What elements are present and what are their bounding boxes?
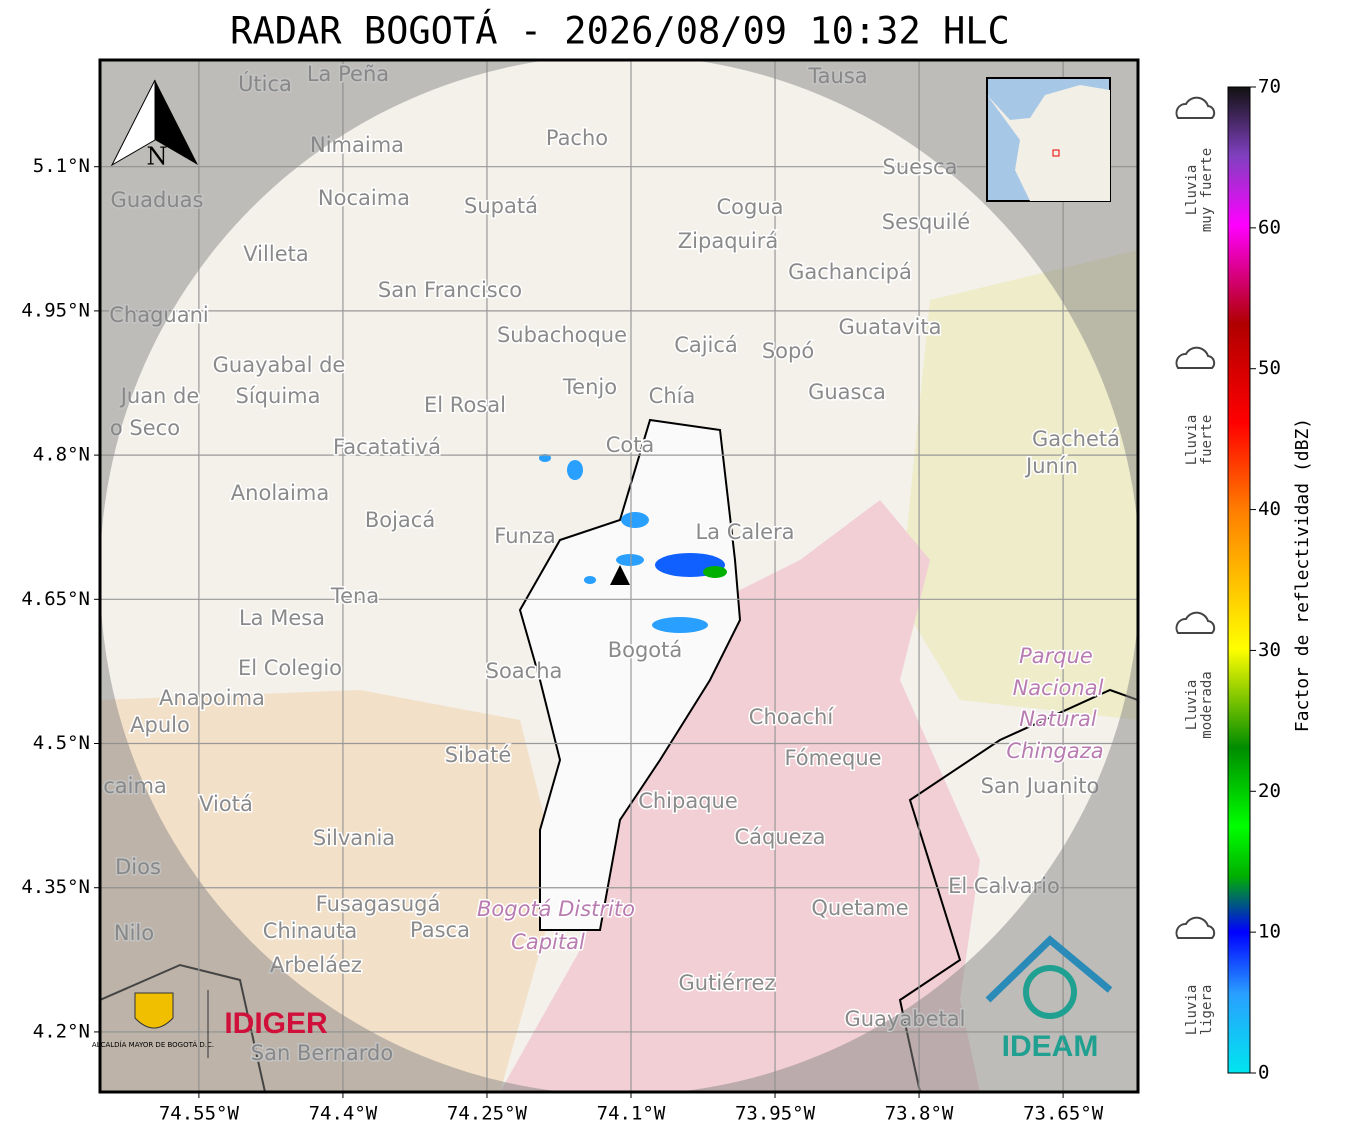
legend-label: Lluvia (1184, 680, 1200, 731)
y-tick-label: 5.1°N (33, 155, 90, 177)
title: RADAR BOGOTÁ - 2026/08/09 10:32 HLC (230, 9, 1010, 53)
x-tick-label: 74.55°W (159, 1103, 240, 1125)
y-tick-label: 4.5°N (33, 732, 90, 754)
colorbar-tick-label: 30 (1258, 639, 1281, 661)
inset-map (986, 77, 1111, 202)
y-tick-label: 4.35°N (21, 876, 90, 898)
out-of-range (100, 60, 1138, 1092)
colorbar-tick-label: 70 (1258, 76, 1281, 98)
y-tick-label: 4.65°N (21, 588, 90, 610)
y-tick-label: 4.95°N (21, 299, 90, 321)
colorbar-label: Factor de reflectividad (dBZ) (1292, 418, 1313, 732)
colorbar-tick-label: 50 (1258, 357, 1281, 379)
north-label: N (147, 143, 168, 171)
x-tick-label: 74.1°W (597, 1103, 666, 1125)
map: ÚticaLa PeñaTausaPachoNimaimaGuaduasNoca… (100, 60, 1138, 1092)
y-tick-label: 4.2°N (33, 1020, 90, 1042)
x-tick-label: 73.95°W (735, 1103, 816, 1125)
colorbar-tick-label: 0 (1258, 1062, 1269, 1084)
legend-label: fuerte (1199, 415, 1215, 466)
colorbar-tick-label: 40 (1258, 498, 1281, 520)
x-tick-label: 74.4°W (309, 1103, 378, 1125)
north-arrow: N (110, 79, 198, 171)
legend-icon (1175, 96, 1216, 119)
ideam-logo: IDEAM (1002, 1030, 1099, 1063)
colorbar (1227, 86, 1251, 1074)
logos: ALCALDÍA MAYOR DE BOGOTÁ D.C. IDIGER IDE… (92, 935, 1113, 1063)
colorbar-tick-label: 10 (1258, 921, 1281, 943)
x-tick-label: 73.8°W (885, 1103, 954, 1125)
x-tick-label: 73.65°W (1023, 1103, 1104, 1125)
legend-icon (1175, 916, 1216, 939)
legend-label: Lluvia (1184, 165, 1200, 216)
alcaldia-logo: ALCALDÍA MAYOR DE BOGOTÁ D.C. (92, 1040, 214, 1049)
colorbar-tick-label: 20 (1258, 780, 1281, 802)
idiger-logo: IDIGER (224, 1007, 328, 1040)
legend-icon (1175, 346, 1216, 369)
legend-icon (1175, 611, 1216, 634)
legend-label: moderada (1199, 671, 1215, 738)
x-tick-label: 74.25°W (447, 1103, 528, 1125)
legend-label: Lluvia (1184, 985, 1200, 1036)
y-tick-label: 4.8°N (33, 444, 90, 466)
map-frame (98, 58, 1140, 1094)
colorbar-tick-label: 60 (1258, 216, 1281, 238)
legend-label: muy fuerte (1199, 148, 1215, 232)
legend-label: ligera (1199, 985, 1215, 1036)
legend-label: Lluvia (1184, 415, 1200, 466)
